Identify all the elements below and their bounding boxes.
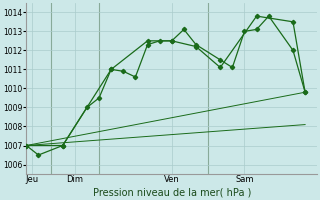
X-axis label: Pression niveau de la mer( hPa ): Pression niveau de la mer( hPa ): [92, 187, 251, 197]
